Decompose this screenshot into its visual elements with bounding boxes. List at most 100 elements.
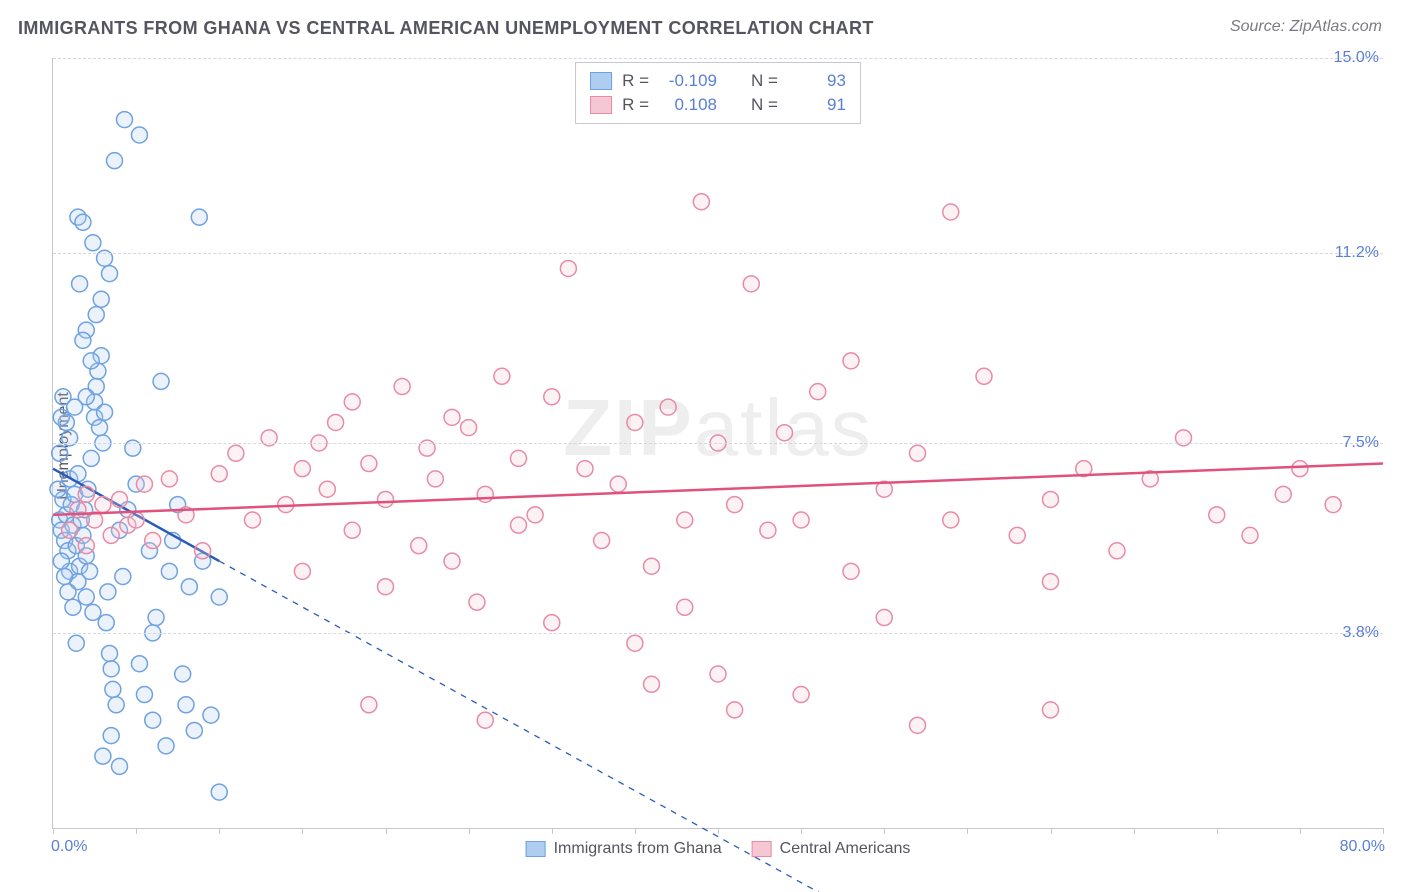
plot-area: ZIPatlas R =-0.109N =93R =0.108N =91 Imm…	[52, 58, 1383, 829]
scatter-point	[328, 414, 344, 430]
scatter-point	[469, 594, 485, 610]
gridline-h	[53, 58, 1383, 59]
legend-r-label: R =	[622, 95, 649, 115]
x-tick	[386, 828, 387, 834]
scatter-point	[211, 784, 227, 800]
scatter-point	[82, 563, 98, 579]
scatter-point	[843, 353, 859, 369]
scatter-point	[112, 491, 128, 507]
scatter-point	[161, 471, 177, 487]
scatter-point	[100, 584, 116, 600]
trend-line	[53, 464, 1383, 515]
x-tick	[1134, 828, 1135, 834]
legend-series-label: Central Americans	[780, 840, 911, 858]
scatter-point	[72, 276, 88, 292]
scatter-point	[627, 635, 643, 651]
scatter-point	[1009, 527, 1025, 543]
scatter-point	[52, 445, 68, 461]
scatter-point	[727, 702, 743, 718]
x-max-label: 80.0%	[1340, 838, 1385, 856]
scatter-point	[245, 512, 261, 528]
x-tick	[884, 828, 885, 834]
scatter-point	[527, 507, 543, 523]
scatter-point	[677, 512, 693, 528]
scatter-point	[181, 579, 197, 595]
scatter-point	[228, 445, 244, 461]
scatter-point	[677, 599, 693, 615]
scatter-point	[175, 666, 191, 682]
scatter-point	[88, 307, 104, 323]
scatter-point	[394, 379, 410, 395]
scatter-point	[1292, 461, 1308, 477]
scatter-point	[95, 748, 111, 764]
scatter-point	[427, 471, 443, 487]
scatter-point	[511, 450, 527, 466]
scatter-point	[644, 558, 660, 574]
scatter-point	[577, 461, 593, 477]
scatter-point	[95, 497, 111, 513]
scatter-point	[178, 697, 194, 713]
x-tick	[1300, 828, 1301, 834]
scatter-point	[810, 384, 826, 400]
scatter-point	[793, 512, 809, 528]
legend-r-value: 0.108	[659, 95, 717, 115]
legend-n-value: 91	[788, 95, 846, 115]
scatter-point	[627, 414, 643, 430]
legend-swatch	[590, 96, 612, 114]
scatter-point	[511, 517, 527, 533]
scatter-point	[186, 722, 202, 738]
scatter-point	[943, 512, 959, 528]
y-tick-label: 15.0%	[1334, 49, 1385, 67]
scatter-point	[1325, 497, 1341, 513]
scatter-point	[136, 687, 152, 703]
x-tick	[1051, 828, 1052, 834]
x-tick	[967, 828, 968, 834]
x-tick	[53, 828, 54, 834]
scatter-point	[361, 456, 377, 472]
x-tick	[552, 828, 553, 834]
scatter-point	[760, 522, 776, 538]
x-tick	[302, 828, 303, 834]
scatter-point	[378, 579, 394, 595]
scatter-point	[103, 661, 119, 677]
scatter-point	[203, 707, 219, 723]
scatter-point	[211, 466, 227, 482]
scatter-point	[477, 486, 493, 502]
scatter-point	[128, 512, 144, 528]
scatter-point	[62, 522, 78, 538]
scatter-point	[131, 127, 147, 143]
legend-n-value: 93	[788, 71, 846, 91]
scatter-point	[378, 491, 394, 507]
scatter-point	[53, 409, 69, 425]
scatter-point	[83, 450, 99, 466]
scatter-point	[1043, 491, 1059, 507]
scatter-point	[1043, 702, 1059, 718]
scatter-point	[153, 373, 169, 389]
scatter-point	[136, 476, 152, 492]
scatter-point	[1209, 507, 1225, 523]
scatter-point	[50, 481, 66, 497]
scatter-point	[93, 291, 109, 307]
scatter-point	[344, 394, 360, 410]
scatter-point	[107, 153, 123, 169]
scatter-point	[294, 461, 310, 477]
scatter-point	[344, 522, 360, 538]
scatter-point	[1043, 574, 1059, 590]
scatter-point	[85, 604, 101, 620]
x-tick	[801, 828, 802, 834]
scatter-point	[910, 445, 926, 461]
scatter-point	[108, 697, 124, 713]
scatter-point	[610, 476, 626, 492]
scatter-point	[644, 676, 660, 692]
y-tick-label: 11.2%	[1335, 244, 1385, 262]
scatter-point	[594, 533, 610, 549]
scatter-point	[710, 666, 726, 682]
x-tick	[718, 828, 719, 834]
scatter-point	[461, 420, 477, 436]
legend-series: Immigrants from GhanaCentral Americans	[526, 840, 911, 858]
scatter-point	[361, 697, 377, 713]
scatter-point	[211, 589, 227, 605]
legend-r-label: R =	[622, 71, 649, 91]
scatter-point	[660, 399, 676, 415]
source-label: Source: ZipAtlas.com	[1230, 18, 1382, 36]
